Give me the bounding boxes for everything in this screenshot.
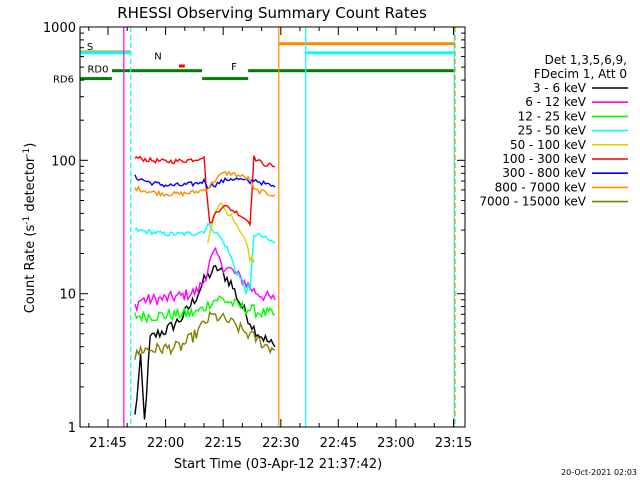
- state-bar-segment: [278, 42, 455, 46]
- state-bars: S N F RD0: [80, 42, 455, 81]
- series-line: [134, 155, 276, 228]
- x-axis: 21:45 22:00 22:15 22:30 22:45 23:00 23:15: [88, 27, 472, 451]
- legend-header-line: Det 1,3,5,6,9,: [545, 53, 627, 67]
- state-bar-segment: [111, 69, 203, 73]
- series-line: [207, 202, 255, 264]
- y-tick-label: 10: [59, 288, 76, 303]
- state-label: S: [87, 42, 93, 53]
- state-label: N: [154, 52, 161, 63]
- x-tick-label: 21:45: [89, 436, 126, 451]
- legend-entry-label: 800 - 7000 keV: [495, 180, 587, 194]
- legend-entry-label: 100 - 300 keV: [502, 152, 586, 166]
- y-label-part: Count Rate (s: [23, 225, 38, 314]
- y-axis-label: Count Rate (s-1 detector-1): [22, 143, 38, 314]
- x-tick-label: 22:45: [320, 436, 357, 451]
- y-label-superscript: -1: [22, 148, 32, 157]
- series-line: [134, 310, 275, 360]
- legend-entry-label: 3 - 6 keV: [533, 81, 587, 95]
- vertical-markers: [79, 27, 456, 427]
- series-lines: [134, 155, 276, 420]
- x-tick-label: 22:30: [262, 436, 299, 451]
- x-tick-label: 23:15: [435, 436, 472, 451]
- state-label: RD6: [53, 75, 74, 86]
- state-bar-segment: [248, 69, 455, 73]
- series-line: [134, 223, 276, 295]
- series-line: [134, 246, 276, 313]
- y-label-part: ): [23, 143, 38, 148]
- series-line: [134, 264, 276, 420]
- y-tick-label: 100: [51, 154, 76, 169]
- x-tick-label: 22:15: [204, 436, 241, 451]
- x-axis-label: Start Time (03-Apr-12 21:37:42): [174, 457, 382, 472]
- legend: Det 1,3,5,6,9, FDecim 1, Att 0 3 - 6 keV…: [479, 53, 628, 209]
- legend-entry-label: 300 - 800 keV: [502, 166, 586, 180]
- legend-entry-label: 7000 - 15000 keV: [479, 195, 586, 209]
- legend-entry-label: 12 - 25 keV: [518, 109, 587, 123]
- plot-frame: [79, 26, 466, 428]
- state-bar-segment: [179, 64, 185, 68]
- y-label-part: detector: [23, 156, 38, 216]
- y-axis: 1 10 100 1000: [43, 21, 465, 436]
- legend-entry-label: 25 - 50 keV: [518, 124, 587, 138]
- state-bar-segment: [80, 77, 112, 81]
- chart-title: RHESSI Observing Summary Count Rates: [117, 4, 427, 22]
- legend-entry-label: 50 - 100 keV: [510, 138, 587, 152]
- series-line: [134, 174, 276, 190]
- state-bar-segment: [202, 77, 249, 81]
- state-bar-segment: [80, 51, 132, 55]
- x-tick-label: 22:00: [147, 436, 184, 451]
- legend-header-line: FDecim 1, Att 0: [534, 67, 627, 81]
- state-bar-segment: [305, 51, 455, 55]
- state-label: RD0: [87, 65, 108, 76]
- series-line: [134, 294, 276, 325]
- state-label: F: [231, 62, 237, 73]
- series-line: [134, 170, 276, 198]
- y-tick-label: 1: [68, 421, 76, 436]
- legend-entry-label: 6 - 12 keV: [525, 95, 587, 109]
- date-stamp: 20-Oct-2021 02:03: [561, 468, 637, 477]
- y-label-superscript: -1: [22, 216, 32, 225]
- x-tick-label: 23:00: [377, 436, 414, 451]
- y-tick-label: 1000: [43, 21, 76, 36]
